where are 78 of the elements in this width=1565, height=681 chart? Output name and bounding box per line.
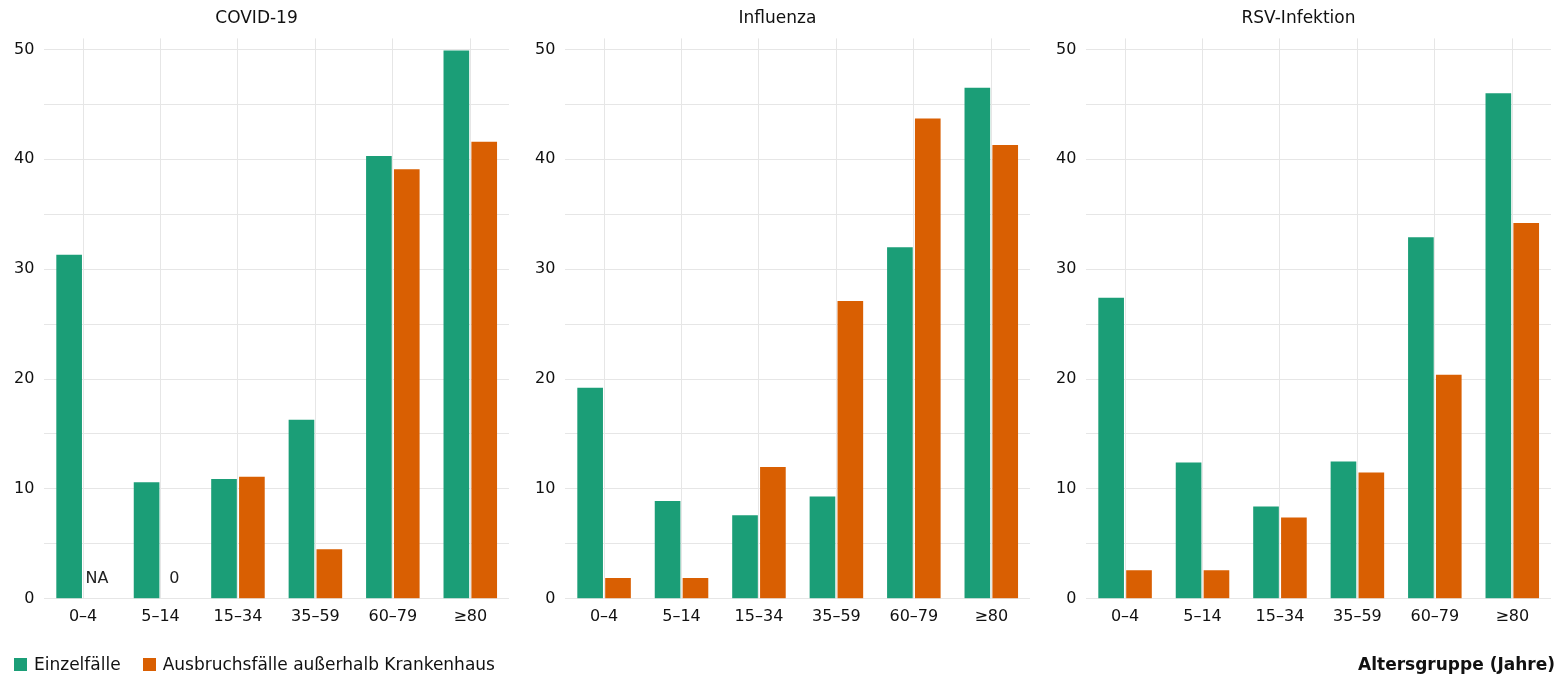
x-tick-label: 35–59 [291, 605, 340, 625]
bar [56, 254, 82, 599]
x-tick-label: 60–79 [368, 605, 418, 625]
text: NA [85, 567, 109, 587]
y-tick-label: 50 [1056, 38, 1077, 58]
bar [682, 577, 709, 599]
data-label: 0 [169, 567, 180, 587]
x-tick-label: 15–34 [1255, 605, 1305, 625]
y-tick-label: 10 [14, 478, 35, 498]
y-tick-label: 20 [535, 368, 556, 388]
bar [837, 301, 864, 599]
bar [1203, 570, 1230, 599]
y-tick-label: 30 [535, 258, 556, 278]
bar [577, 387, 603, 599]
x-tick-label: ≥80 [1495, 605, 1530, 625]
y-tick-label: 30 [14, 258, 35, 278]
x-tick-label: 60–79 [1410, 605, 1460, 625]
x-tick-label: ≥80 [974, 605, 1009, 625]
x-axis-title: Altersgruppe (Jahre) [1358, 654, 1555, 674]
bar [288, 419, 315, 599]
x-tick-label: 35–59 [812, 605, 861, 625]
x-tick-label: 5–14 [141, 605, 180, 625]
bar [760, 466, 786, 599]
y-tick-label: 50 [535, 38, 556, 58]
y-tick-label: 20 [14, 368, 35, 388]
bar [605, 577, 631, 599]
y-tick-label: 20 [1056, 368, 1077, 388]
bar [471, 141, 498, 599]
bar [964, 87, 991, 599]
bar [914, 118, 941, 599]
bar [1126, 570, 1152, 599]
bar [1175, 462, 1202, 599]
bar [393, 169, 420, 599]
y-tick-label: 40 [1056, 148, 1077, 168]
bar [211, 479, 237, 599]
y-tick-label: 50 [14, 38, 35, 58]
x-tick-label: 5–14 [1183, 605, 1222, 625]
bar [366, 155, 392, 599]
y-tick-label: 40 [535, 148, 556, 168]
x-tick-label: 5–14 [662, 605, 701, 625]
bar [239, 476, 265, 599]
bar [1358, 472, 1385, 599]
bar [1098, 297, 1124, 599]
x-tick-label: ≥80 [453, 605, 488, 625]
y-tick-label: 0 [1066, 587, 1077, 607]
bar [443, 50, 470, 599]
x-tick-label: 35–59 [1333, 605, 1382, 625]
chart-title: COVID-19 [215, 6, 298, 27]
chart-title: RSV-Infektion [1241, 6, 1356, 27]
y-tick-label: 10 [1056, 478, 1077, 498]
bar [316, 549, 343, 599]
x-tick-label: 60–79 [889, 605, 939, 625]
legend-label: Ausbruchsfälle außerhalb Krankenhaus [162, 654, 495, 674]
x-tick-label: 0–4 [68, 605, 98, 625]
bar [1485, 93, 1512, 599]
bar [732, 515, 758, 599]
y-tick-label: 0 [24, 587, 35, 607]
bar [654, 501, 681, 599]
y-tick-label: 40 [14, 148, 35, 168]
bar [1435, 374, 1462, 599]
bar [887, 247, 913, 599]
bar [1513, 223, 1540, 599]
legend-label: Einzelfälle [34, 654, 121, 674]
bar [133, 482, 160, 599]
bar [1281, 517, 1307, 599]
x-tick-label: 15–34 [213, 605, 263, 625]
x-tick-label: 15–34 [734, 605, 784, 625]
bar [992, 144, 1019, 599]
chart-title: Influenza [738, 6, 817, 27]
bar [1253, 506, 1279, 599]
y-tick-label: 10 [535, 478, 556, 498]
x-tick-label: 0–4 [1110, 605, 1140, 625]
bar [1408, 237, 1434, 599]
y-tick-label: 0 [545, 587, 556, 607]
bar [809, 496, 836, 599]
y-tick-label: 30 [1056, 258, 1077, 278]
x-tick-label: 0–4 [589, 605, 619, 625]
bar [1330, 461, 1357, 599]
